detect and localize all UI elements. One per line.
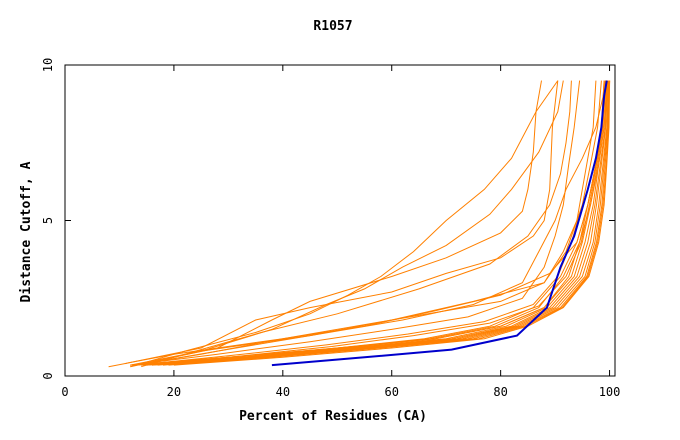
- ticks-layer: 0 20 40 60 80 100 0 5 10: [41, 58, 620, 399]
- highlight-layer: [271, 80, 608, 367]
- y-axis-label: Distance Cutoff, A: [19, 161, 34, 302]
- x-tick-label-60: 60: [385, 385, 399, 399]
- series-line-21: [130, 80, 581, 366]
- series-line-8: [141, 80, 572, 368]
- x-tick-label-100: 100: [599, 385, 621, 399]
- chart-title: R1057: [313, 19, 352, 34]
- series-line-5: [130, 80, 597, 366]
- series-line-2: [124, 80, 559, 365]
- series-line-3: [135, 80, 542, 366]
- series-line-9: [135, 80, 608, 366]
- highlight-series-line: [271, 80, 608, 367]
- y-tick-label-5: 5: [41, 217, 55, 224]
- series-line-22: [135, 80, 602, 366]
- series-line-6: [130, 80, 559, 368]
- x-tick-label-20: 20: [167, 385, 181, 399]
- series-line-1: [108, 80, 607, 368]
- x-axis-label: Percent of Residues (CA): [239, 409, 427, 424]
- series-line-4: [130, 80, 564, 368]
- series-line-7: [135, 80, 605, 366]
- y-tick-label-10: 10: [41, 58, 55, 72]
- series-layer: [108, 80, 611, 368]
- x-tick-label-40: 40: [276, 385, 290, 399]
- x-tick-label-80: 80: [493, 385, 507, 399]
- series-line-24: [173, 80, 611, 366]
- x-tick-label-0: 0: [61, 385, 68, 399]
- y-tick-label-0: 0: [41, 372, 55, 379]
